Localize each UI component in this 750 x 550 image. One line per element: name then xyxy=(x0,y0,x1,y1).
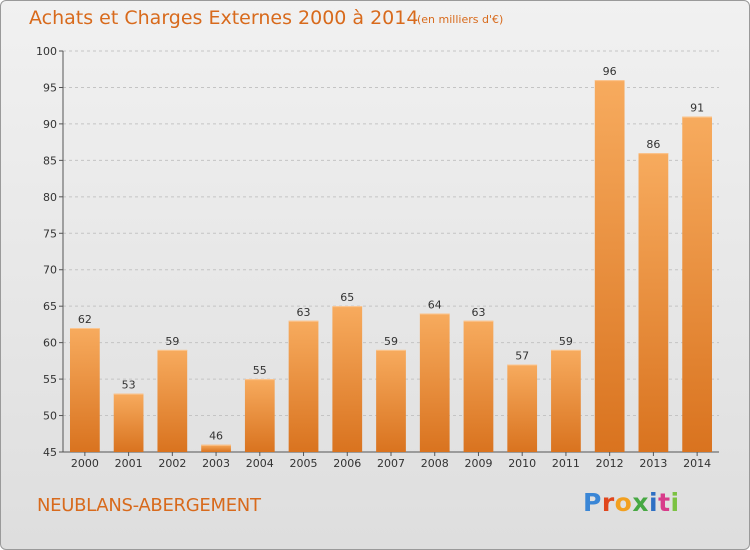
axis-layer: 45 50 55 60 65 70 75 80 85 90 95 100 2000 2001 2002 200… xyxy=(36,45,719,470)
x-tick-label-2014: 2014 xyxy=(683,457,711,470)
bar-2000 xyxy=(69,328,100,452)
bar-2009 xyxy=(463,320,494,452)
y-tick-label: 70 xyxy=(43,264,57,277)
value-label-2014: 91 xyxy=(690,102,704,115)
y-tick-label: 90 xyxy=(43,118,57,131)
y-tick-label: 95 xyxy=(43,81,57,94)
bar-2003 xyxy=(201,444,231,452)
proxiti-logo[interactable]: Proxiti xyxy=(583,488,680,517)
value-label-2011: 59 xyxy=(559,335,573,348)
y-tick-label: 85 xyxy=(43,154,57,167)
y-tick-label: 55 xyxy=(43,373,57,386)
x-tick-label-2005: 2005 xyxy=(290,457,318,470)
value-label-2001: 53 xyxy=(122,379,136,392)
x-tick-label-2000: 2000 xyxy=(71,457,99,470)
value-label-2006: 65 xyxy=(340,291,354,304)
logo-letter: o xyxy=(614,488,633,517)
bar-2004 xyxy=(244,379,275,452)
logo-letter: i xyxy=(649,488,659,517)
y-tick-label: 80 xyxy=(43,191,57,204)
y-tick-label: 50 xyxy=(43,410,57,423)
y-tick-label: 65 xyxy=(43,300,57,313)
value-label-2002: 59 xyxy=(165,335,179,348)
x-tick-label-2013: 2013 xyxy=(639,457,667,470)
value-label-2005: 63 xyxy=(297,306,311,319)
value-label-2003: 46 xyxy=(209,430,223,443)
x-tick-label-2002: 2002 xyxy=(158,457,186,470)
x-tick-label-2008: 2008 xyxy=(421,457,449,470)
bar-2011 xyxy=(551,349,581,452)
value-label-2012: 96 xyxy=(603,65,617,78)
bar-2008 xyxy=(419,313,450,452)
bar-layer xyxy=(69,80,713,453)
x-tick-label-2012: 2012 xyxy=(596,457,624,470)
y-tick-label: 60 xyxy=(43,337,57,350)
x-tick-label-2006: 2006 xyxy=(333,457,361,470)
bar-2005 xyxy=(288,320,319,452)
value-label-2010: 57 xyxy=(515,350,529,363)
chart-subtitle: (en milliers d'€) xyxy=(417,13,504,26)
value-label-2008: 64 xyxy=(428,298,442,311)
y-tick-label: 45 xyxy=(43,446,57,459)
x-tick-label-2009: 2009 xyxy=(464,457,492,470)
x-tick-label-2007: 2007 xyxy=(377,457,405,470)
bar-2001 xyxy=(113,393,144,452)
bar-2014 xyxy=(682,116,713,453)
bar-2007 xyxy=(376,349,406,452)
y-tick-label: 75 xyxy=(43,227,57,240)
commune-name: NEUBLANS-ABERGEMENT xyxy=(37,495,261,516)
label-layer: 62 53 59 46 55 63 65 59 64 63 57 59 96 86 91 xyxy=(78,65,704,443)
logo-letter: i xyxy=(670,488,680,517)
x-tick-label-2010: 2010 xyxy=(508,457,536,470)
bar-2010 xyxy=(507,364,538,452)
x-tick-label-2011: 2011 xyxy=(552,457,580,470)
x-tick-label-2001: 2001 xyxy=(115,457,143,470)
value-label-2000: 62 xyxy=(78,313,92,326)
x-tick-label-2004: 2004 xyxy=(246,457,274,470)
value-label-2007: 59 xyxy=(384,335,398,348)
bar-2012 xyxy=(594,80,625,452)
logo-letter: x xyxy=(632,488,649,517)
chart-title: Achats et Charges Externes 2000 à 2014 xyxy=(29,7,419,29)
logo-letter: r xyxy=(601,488,615,517)
x-tick-label-2003: 2003 xyxy=(202,457,230,470)
value-label-2009: 63 xyxy=(471,306,485,319)
logo-letter: P xyxy=(583,488,602,517)
bar-2013 xyxy=(638,153,669,452)
bar-2002 xyxy=(157,349,188,452)
y-tick-label: 100 xyxy=(36,45,57,58)
value-label-2013: 86 xyxy=(646,138,660,151)
logo-letter: t xyxy=(658,488,671,517)
value-label-2004: 55 xyxy=(253,364,267,377)
bar-2006 xyxy=(332,306,363,452)
